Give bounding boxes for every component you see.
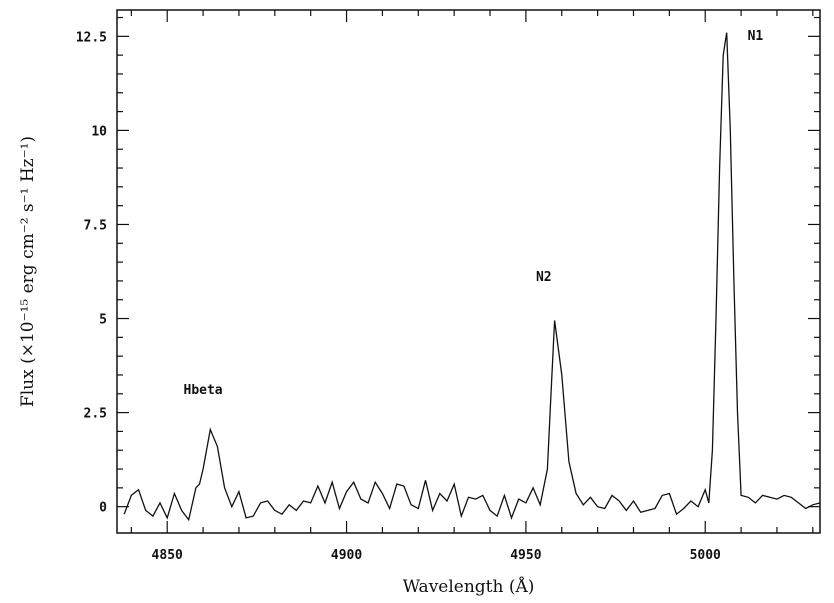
- y-tick-label: 10: [91, 124, 107, 139]
- peak-label: Hbeta: [184, 383, 223, 398]
- y-tick-label: 12.5: [76, 30, 107, 45]
- x-tick-label: 4900: [331, 548, 362, 563]
- y-tick-label: 7.5: [84, 218, 107, 233]
- x-tick-label: 5000: [690, 548, 721, 563]
- y-tick-label: 0: [99, 501, 107, 516]
- x-tick-label: 4950: [510, 548, 541, 563]
- y-tick-label: 2.5: [84, 407, 107, 422]
- peak-label: N2: [536, 270, 552, 285]
- y-axis-title: Flux (×10⁻¹⁵ erg cm⁻² s⁻¹ Hz⁻¹): [18, 136, 38, 407]
- x-axis-title: Wavelength (Å): [403, 576, 535, 597]
- plot-frame: [116, 9, 821, 534]
- spectrum-line: [123, 32, 821, 522]
- y-tick-label: 5: [99, 313, 107, 328]
- peak-label: N1: [748, 29, 764, 44]
- x-tick-label: 4850: [152, 548, 183, 563]
